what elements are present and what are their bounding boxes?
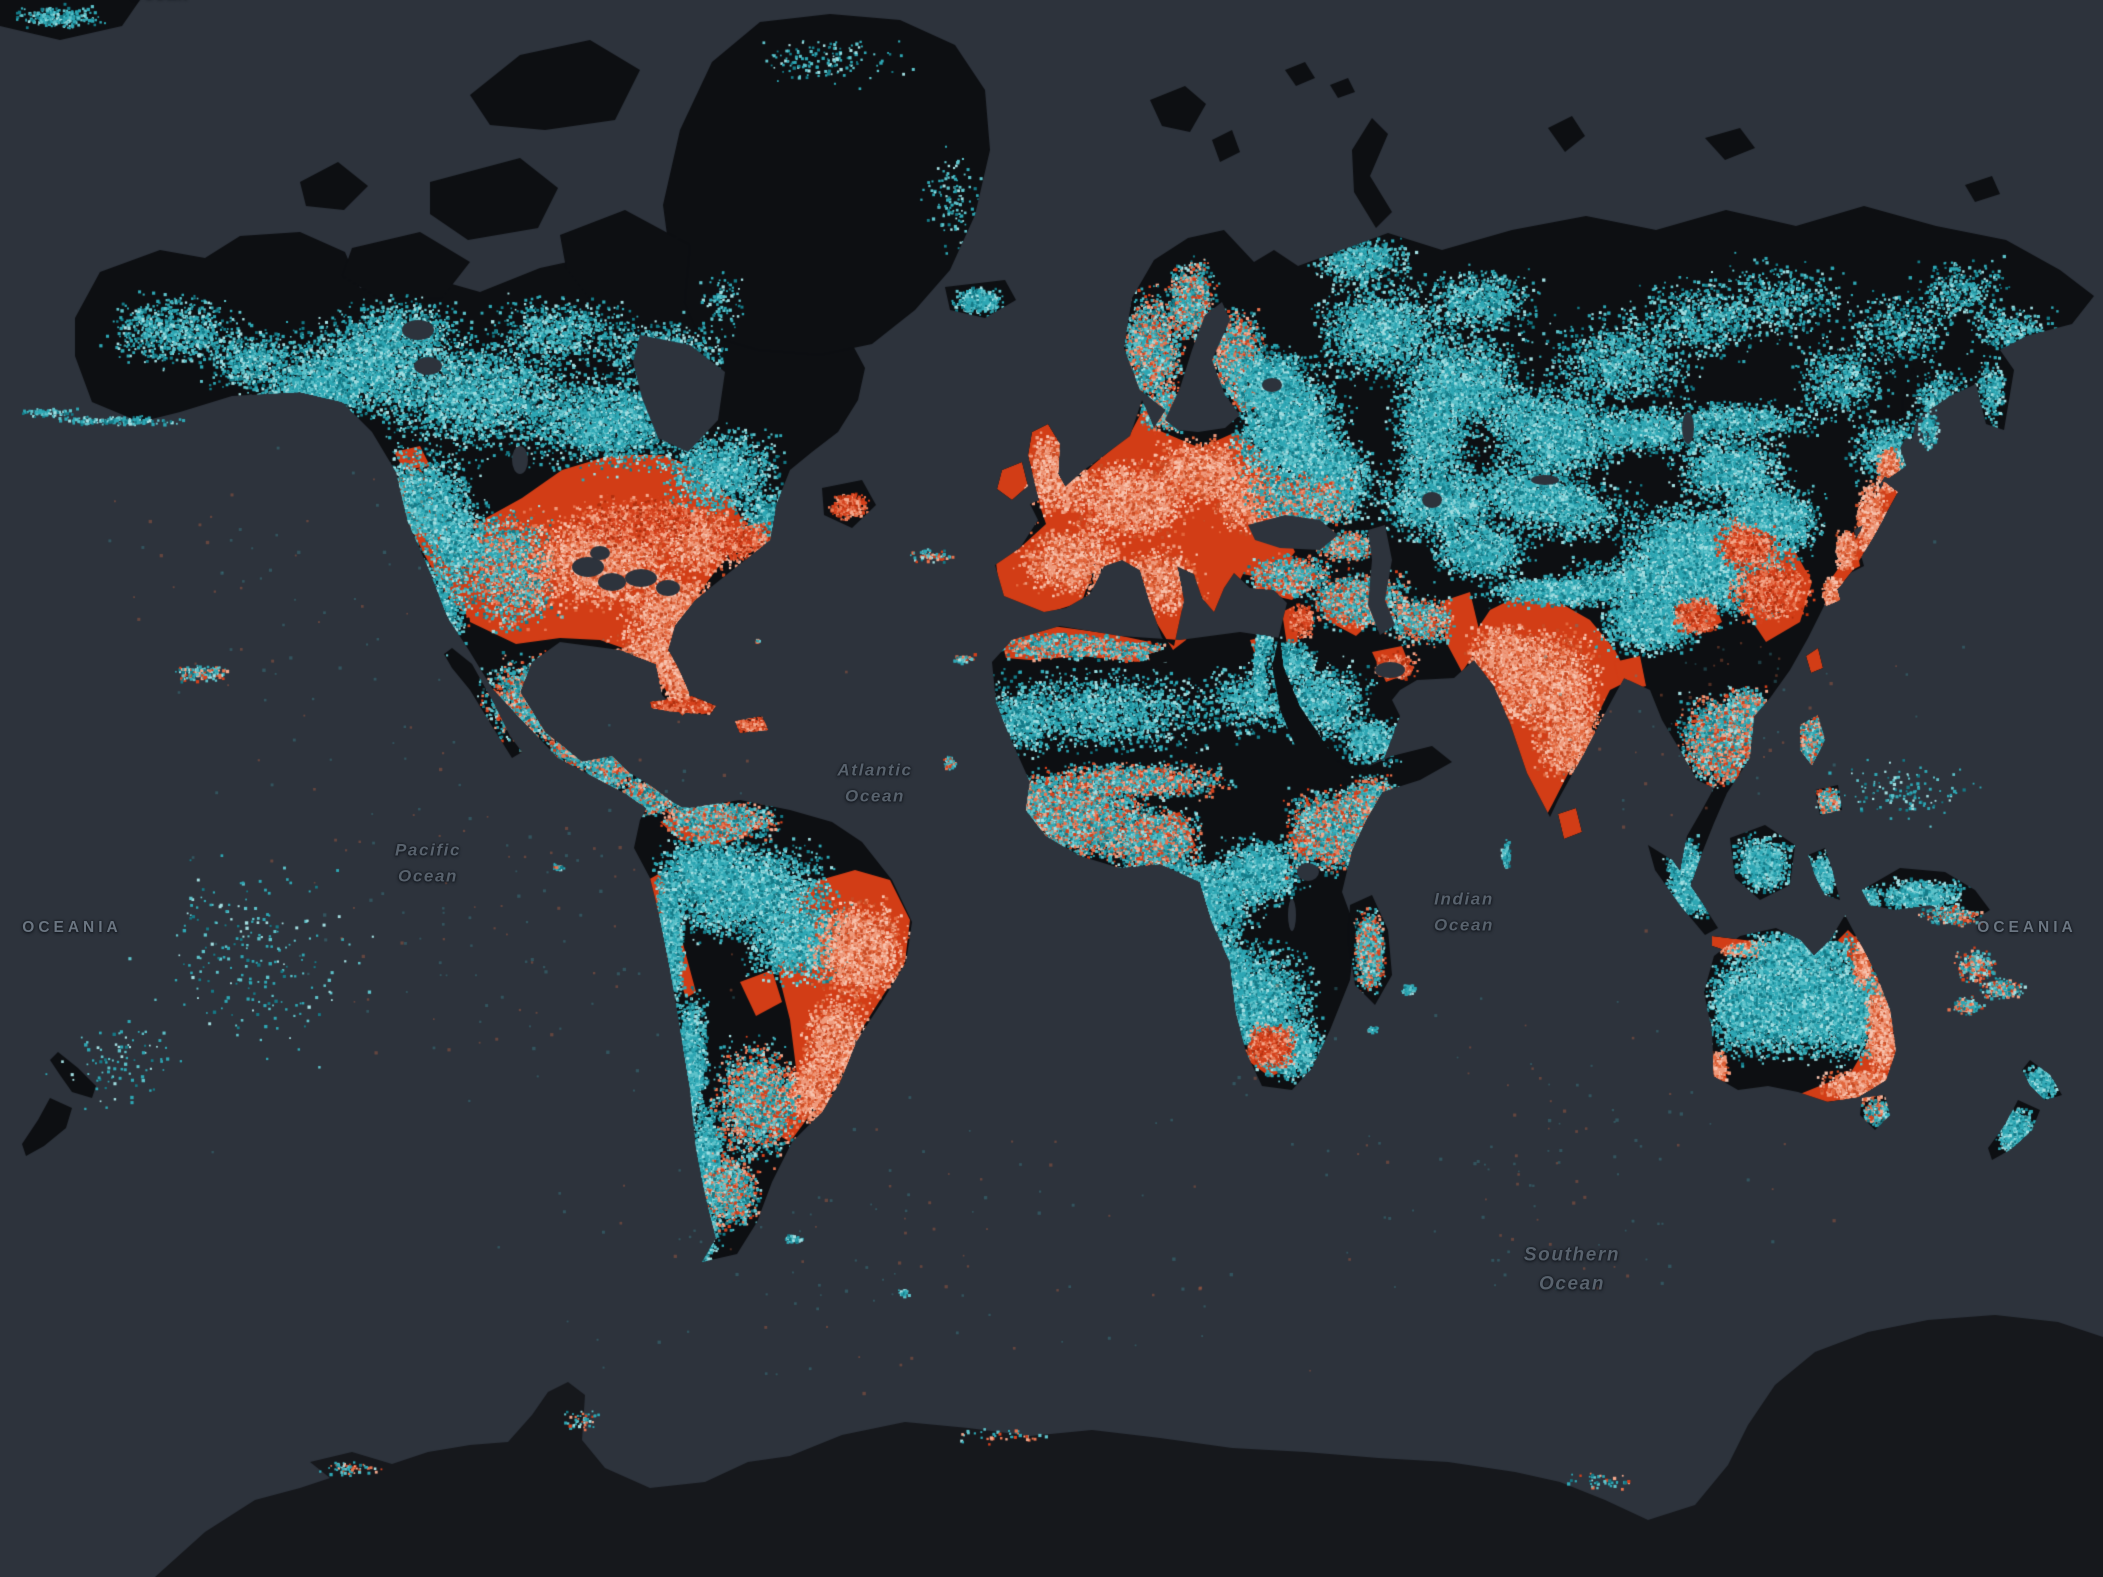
- world-map-canvas[interactable]: [0, 0, 2103, 1577]
- world-map-viewport[interactable]: Ocean Pacific Ocean Atlantic Ocean India…: [0, 0, 2103, 1577]
